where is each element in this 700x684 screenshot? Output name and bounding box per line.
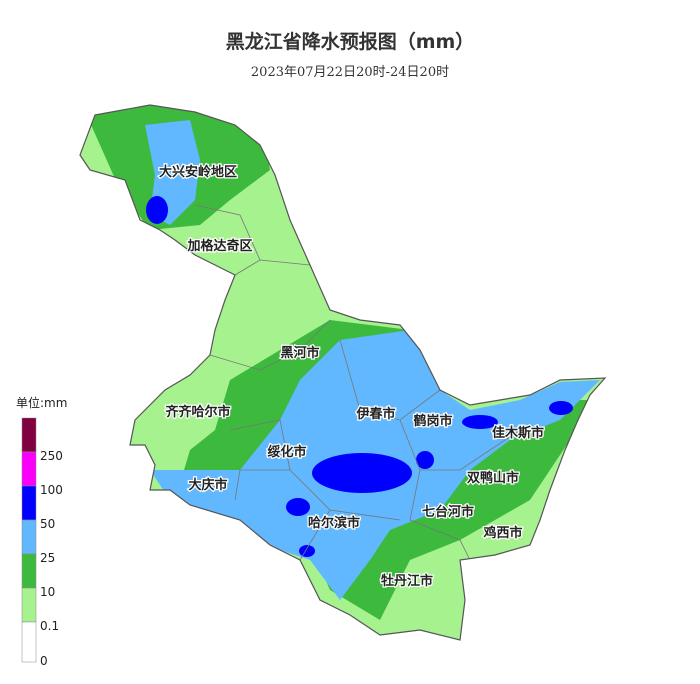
legend-unit: 单位:mm: [16, 395, 67, 410]
region-label: 加格达奇区: [186, 238, 252, 254]
rain-map: [80, 105, 605, 640]
subtitle: 2023年07月22日20时-24日20时: [251, 65, 449, 80]
legend-tick: 25: [40, 551, 55, 565]
region-label: 哈尔滨市: [308, 515, 360, 531]
region-label: 伊春市: [355, 406, 395, 422]
region-label: 鹤岗市: [413, 413, 452, 429]
region-label: 七台河市: [422, 504, 474, 520]
legend-tick: 250: [40, 449, 63, 463]
legend-tick: 100: [40, 483, 63, 497]
region-label: 双鸭山市: [467, 470, 519, 486]
region-label: 鸡西市: [482, 525, 522, 541]
legend-tick: 10: [40, 585, 55, 599]
region-label: 齐齐哈尔市: [165, 404, 230, 420]
region-label: 牡丹江市: [381, 573, 433, 589]
region-label: 佳木斯市: [492, 425, 544, 441]
title: 黑龙江省降水预报图（mm）: [226, 30, 475, 53]
legend-tick: 50: [40, 517, 55, 531]
legend-tick: 0.1: [40, 619, 59, 633]
region-label: 大兴安岭地区: [159, 164, 237, 180]
legend: 单位:mm 0 0.1 10 25 50 100 250: [16, 395, 67, 668]
legend-tick: 0: [40, 654, 48, 668]
region-label: 黑河市: [280, 345, 319, 361]
region-label: 大庆市: [188, 477, 227, 493]
region-label: 绥化市: [267, 444, 306, 460]
region-labels: 大兴安岭地区 加格达奇区 黑河市 齐齐哈尔市 伊春市 鹤岗市 佳木斯市 绥化市 …: [158, 163, 546, 591]
